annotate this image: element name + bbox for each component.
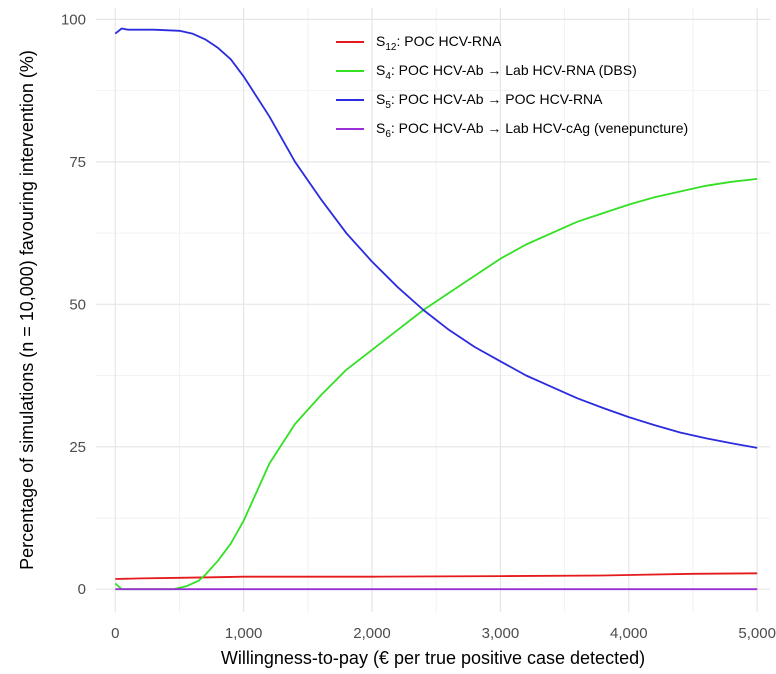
- y-tick-label: 0: [78, 581, 86, 598]
- series-line-s5: [114, 27, 758, 449]
- y-tick-label: 75: [69, 154, 86, 171]
- y-axis-ticks: 0 25 50 75 100: [61, 11, 86, 598]
- series-line-s12: [115, 572, 758, 580]
- x-tick-label: 5,000: [738, 625, 776, 642]
- legend: S12: POC HCV-RNA S4: POC HCV-Ab → Lab HCV…: [336, 33, 688, 140]
- y-tick-label: 50: [69, 296, 86, 313]
- legend-label-s4: S4: POC HCV-Ab → Lab HCV-RNA (DBS): [376, 62, 637, 82]
- series-line-s4: [114, 178, 758, 591]
- x-tick-label: 2,000: [353, 625, 391, 642]
- legend-label-s12: S12: POC HCV-RNA: [376, 33, 502, 53]
- legend-label-s5: S5: POC HCV-Ab → POC HCV-RNA: [376, 91, 603, 111]
- x-tick-label: 4,000: [610, 625, 648, 642]
- y-axis-title: Percentage of simulations (n = 10,000) f…: [17, 50, 37, 570]
- legend-label-s6: S6: POC HCV-Ab → Lab HCV-cAg (venepunctu…: [376, 120, 688, 140]
- x-axis-title: Willingness-to-pay (€ per true positive …: [221, 648, 645, 668]
- y-tick-label: 25: [69, 439, 86, 456]
- x-axis-ticks: 0 1,000 2,000 3,000 4,000 5,000: [111, 625, 776, 642]
- x-tick-label: 1,000: [225, 625, 263, 642]
- y-tick-label: 100: [61, 11, 86, 28]
- grid-minor: [96, 8, 770, 612]
- series-lines: [114, 27, 758, 591]
- x-tick-label: 0: [111, 625, 119, 642]
- x-tick-label: 3,000: [482, 625, 520, 642]
